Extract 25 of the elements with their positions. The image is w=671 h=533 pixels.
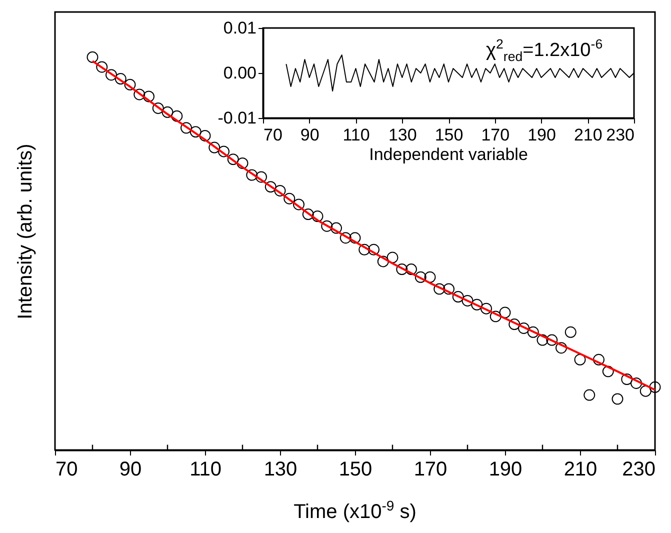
y-tick-label: 0.01 bbox=[223, 18, 256, 38]
x-tick-label: 210 bbox=[574, 126, 602, 144]
x-tick-label: 150 bbox=[434, 126, 464, 144]
x-tick-label: 170 bbox=[481, 126, 510, 144]
x-tick-label: 230 bbox=[606, 126, 634, 144]
x-tick-label: 90 bbox=[300, 126, 320, 144]
x-tick-label: 190 bbox=[488, 458, 522, 480]
x-tick-label: 170 bbox=[414, 458, 448, 480]
x-tick-label: 190 bbox=[528, 126, 556, 144]
x-tick-label: 70 bbox=[56, 458, 78, 480]
x-tick-label: 110 bbox=[342, 126, 370, 144]
y-tick-label: -0.01 bbox=[218, 108, 256, 128]
x-tick-label: 210 bbox=[564, 458, 598, 480]
annotation: χ$^{2}$$_{red}$=1.2x10$^{-6}$ bbox=[486, 36, 603, 64]
x-tick-label: 130 bbox=[388, 126, 417, 144]
y-tick-label: 0.00 bbox=[223, 64, 256, 82]
x-tick-label: 90 bbox=[119, 458, 142, 480]
x-tick-label: 110 bbox=[190, 458, 222, 480]
x-axis-title: Independent variable bbox=[369, 145, 528, 164]
x-tick-label: 230 bbox=[622, 458, 656, 480]
x-tick-label: 130 bbox=[264, 458, 298, 480]
x-tick-label: 70 bbox=[264, 126, 282, 144]
x-tick-label: 150 bbox=[338, 458, 372, 480]
y-axis-title: Intensity (arb. units) bbox=[14, 144, 36, 320]
x-axis-title: Time (x10$^{-9}$ s) bbox=[294, 497, 416, 523]
